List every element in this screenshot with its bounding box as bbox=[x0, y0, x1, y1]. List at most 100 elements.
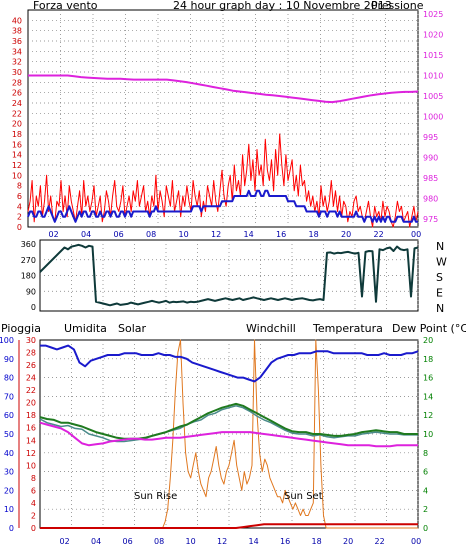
rain-legend: Pioggia bbox=[1, 322, 41, 335]
wind-tick-label: 38 bbox=[12, 27, 22, 36]
wind-tick-label: 30 bbox=[12, 68, 22, 77]
time-tick-label: 20 bbox=[341, 230, 351, 239]
time-tick-label: 16 bbox=[280, 537, 290, 546]
solar-tick-label: 18 bbox=[26, 411, 36, 420]
solar-tick-label: 16 bbox=[26, 424, 36, 433]
direction-tick-label: 360 bbox=[21, 240, 36, 249]
wind-tick-label: 36 bbox=[12, 37, 22, 46]
humidity-tick-label: 70 bbox=[4, 392, 14, 401]
wind-tick-label: 34 bbox=[12, 47, 22, 56]
solar-legend: Solar bbox=[118, 322, 147, 335]
solar-tick-label: 12 bbox=[26, 449, 36, 458]
temperature-tick-label: 8 bbox=[423, 449, 428, 458]
compass-label: W bbox=[436, 256, 447, 269]
weather-series bbox=[39, 339, 419, 529]
pressure-tick-label: 1015 bbox=[423, 51, 443, 60]
time-tick-label: 02 bbox=[60, 537, 70, 546]
wind-tick-label: 26 bbox=[12, 89, 22, 98]
dewpoint-legend: Dew Point (°C) bbox=[392, 322, 466, 335]
direction-line bbox=[39, 243, 419, 307]
time-tick-label: 10 bbox=[179, 230, 189, 239]
time-tick-label: 00 bbox=[411, 230, 421, 239]
time-tick-label: 02 bbox=[49, 230, 59, 239]
pressure-tick-label: 1020 bbox=[423, 31, 443, 40]
time-tick-label: 06 bbox=[114, 230, 124, 239]
weather-grid bbox=[40, 340, 419, 528]
time-tick-label: 06 bbox=[123, 537, 133, 546]
wind-tick-label: 40 bbox=[12, 16, 22, 25]
pressure-tick-label: 980 bbox=[423, 194, 438, 203]
wind-tick-label: 10 bbox=[12, 171, 22, 180]
pressure-tick-label: 1000 bbox=[423, 112, 443, 121]
wind-tick-label: 6 bbox=[17, 192, 22, 201]
solar-tick-label: 8 bbox=[31, 474, 36, 483]
temperature-tick-label: 12 bbox=[423, 411, 433, 420]
temperature-tick-label: 10 bbox=[423, 430, 433, 439]
direction-left-axis: 0 90 180 270 360 bbox=[21, 240, 36, 312]
solar-tick-label: 26 bbox=[26, 361, 36, 370]
time-tick-label: 04 bbox=[81, 230, 91, 239]
humidity-legend: Umidita bbox=[64, 322, 107, 335]
humidity-tick-label: 100 bbox=[0, 336, 14, 345]
humidity-line bbox=[40, 344, 419, 383]
temperature-tick-label: 18 bbox=[423, 355, 433, 364]
pressure-tick-label: 1025 bbox=[423, 10, 443, 19]
windchill-legend: Windchill bbox=[246, 322, 296, 335]
time-tick-label: 00 bbox=[411, 537, 421, 546]
compass-label: N bbox=[436, 240, 444, 253]
wind-tick-label: 4 bbox=[17, 202, 22, 211]
pressure-tick-label: 995 bbox=[423, 133, 438, 142]
wind-tick-label: 2 bbox=[17, 213, 22, 222]
rain-line bbox=[40, 523, 418, 529]
humidity-tick-label: 0 bbox=[9, 524, 14, 533]
wind-gust-line bbox=[27, 133, 419, 228]
direction-tick-label: 180 bbox=[21, 272, 36, 281]
humidity-tick-label: 10 bbox=[4, 505, 14, 514]
wind-tick-label: 0 bbox=[17, 223, 22, 232]
temperature-tick-label: 4 bbox=[423, 486, 428, 495]
time-tick-label: 12 bbox=[211, 230, 221, 239]
windchill-line bbox=[39, 405, 418, 443]
graph-title: 24 hour graph day : 10 Novembre 2013 bbox=[173, 0, 392, 12]
time-tick-label: 08 bbox=[146, 230, 156, 239]
humidity-tick-label: 50 bbox=[4, 430, 14, 439]
time-tick-label: 14 bbox=[249, 537, 259, 546]
time-tick-label: 22 bbox=[374, 230, 384, 239]
temperature-legend: Temperatura bbox=[312, 322, 383, 335]
wind-tick-label: 8 bbox=[17, 182, 22, 191]
pressure-line bbox=[28, 74, 419, 104]
direction-tick-label: 270 bbox=[21, 256, 36, 265]
solar-tick-label: 14 bbox=[26, 436, 36, 445]
direction-tick-label: 0 bbox=[31, 303, 36, 312]
humidity-tick-label: 60 bbox=[4, 411, 14, 420]
time-tick-label: 04 bbox=[91, 537, 101, 546]
weather-x-axis: 02 04 06 08 10 12 14 16 18 20 22 00 bbox=[60, 537, 422, 546]
solar-tick-label: 0 bbox=[31, 524, 36, 533]
compass-label: S bbox=[436, 271, 443, 284]
time-tick-label: 08 bbox=[154, 537, 164, 546]
temperature-tick-label: 20 bbox=[423, 336, 433, 345]
temperature-line bbox=[39, 402, 418, 440]
solar-tick-label: 24 bbox=[26, 374, 36, 383]
time-tick-label: 16 bbox=[276, 230, 286, 239]
humidity-tick-label: 20 bbox=[4, 486, 14, 495]
wind-average-line bbox=[27, 189, 418, 223]
solar-tick-label: 2 bbox=[31, 511, 36, 520]
wind-tick-label: 22 bbox=[12, 109, 22, 118]
pressure-tick-label: 975 bbox=[423, 215, 438, 224]
direction-tick-label: 90 bbox=[26, 287, 36, 296]
wind-tick-label: 16 bbox=[12, 140, 22, 149]
solar-tick-label: 22 bbox=[26, 386, 36, 395]
wind-tick-label: 28 bbox=[12, 78, 22, 87]
pressure-tick-label: 985 bbox=[423, 174, 438, 183]
rain-axis: 0 10 20 30 40 50 60 70 80 90 100 bbox=[0, 336, 20, 533]
wind-tick-label: 18 bbox=[12, 130, 22, 139]
humidity-tick-label: 40 bbox=[4, 449, 14, 458]
solar-tick-label: 10 bbox=[26, 461, 36, 470]
wind-x-axis: 02 04 06 08 10 12 14 16 18 20 22 00 bbox=[49, 230, 422, 239]
